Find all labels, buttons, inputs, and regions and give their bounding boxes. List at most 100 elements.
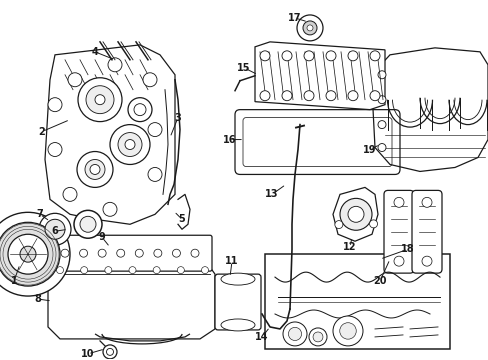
Circle shape	[68, 73, 82, 87]
Bar	[264, 254, 449, 349]
Circle shape	[154, 249, 162, 257]
Text: 14: 14	[255, 332, 268, 342]
Circle shape	[61, 249, 69, 257]
Circle shape	[95, 95, 105, 105]
Circle shape	[129, 267, 136, 274]
Circle shape	[288, 327, 301, 341]
Circle shape	[63, 188, 77, 201]
Circle shape	[103, 202, 117, 216]
Circle shape	[20, 246, 36, 262]
Circle shape	[85, 159, 105, 179]
Text: 9: 9	[99, 232, 105, 242]
FancyBboxPatch shape	[53, 235, 212, 271]
Circle shape	[377, 121, 385, 129]
Text: 15: 15	[237, 63, 250, 73]
Circle shape	[306, 25, 312, 31]
Text: 4: 4	[91, 47, 98, 57]
Circle shape	[8, 234, 48, 274]
Text: 10: 10	[81, 349, 95, 359]
Circle shape	[201, 267, 208, 274]
Circle shape	[283, 322, 306, 346]
Text: 2: 2	[39, 127, 45, 136]
Text: 13: 13	[264, 189, 278, 199]
Circle shape	[74, 210, 102, 238]
Circle shape	[142, 73, 157, 87]
Polygon shape	[371, 48, 487, 171]
Circle shape	[377, 144, 385, 152]
Circle shape	[0, 212, 70, 296]
Circle shape	[282, 91, 291, 101]
FancyBboxPatch shape	[411, 190, 441, 273]
Circle shape	[296, 15, 323, 41]
Circle shape	[78, 78, 122, 122]
Circle shape	[282, 51, 291, 61]
Circle shape	[377, 96, 385, 104]
Text: 11: 11	[225, 256, 238, 266]
Polygon shape	[254, 42, 384, 110]
Circle shape	[148, 123, 162, 136]
Circle shape	[39, 213, 71, 245]
Circle shape	[303, 21, 316, 35]
Circle shape	[339, 323, 356, 339]
Circle shape	[325, 51, 335, 61]
Circle shape	[347, 206, 363, 222]
FancyBboxPatch shape	[215, 274, 261, 330]
Circle shape	[0, 222, 60, 286]
Circle shape	[86, 86, 114, 114]
Circle shape	[393, 197, 403, 207]
Circle shape	[135, 249, 143, 257]
Circle shape	[90, 165, 100, 175]
Circle shape	[45, 219, 65, 239]
Text: 8: 8	[35, 294, 41, 304]
Circle shape	[104, 267, 112, 274]
Text: 3: 3	[174, 113, 181, 123]
Text: 19: 19	[363, 144, 376, 154]
Text: 5: 5	[178, 214, 185, 224]
Circle shape	[48, 98, 62, 112]
Circle shape	[312, 332, 322, 342]
Circle shape	[421, 256, 431, 266]
Polygon shape	[48, 267, 215, 339]
Text: 6: 6	[52, 226, 58, 236]
Circle shape	[118, 132, 142, 157]
Circle shape	[308, 328, 326, 346]
Circle shape	[369, 220, 377, 228]
Circle shape	[98, 249, 106, 257]
Circle shape	[334, 221, 342, 229]
Text: 17: 17	[287, 13, 301, 23]
Circle shape	[148, 167, 162, 181]
Text: 7: 7	[37, 209, 43, 219]
Circle shape	[369, 91, 379, 101]
Circle shape	[80, 216, 96, 232]
Circle shape	[347, 51, 357, 61]
Circle shape	[77, 152, 113, 188]
Text: 12: 12	[343, 242, 356, 252]
Text: 18: 18	[400, 244, 414, 254]
Circle shape	[304, 51, 313, 61]
Circle shape	[153, 267, 160, 274]
Circle shape	[134, 104, 146, 116]
Polygon shape	[332, 188, 377, 241]
Circle shape	[325, 91, 335, 101]
Circle shape	[260, 51, 269, 61]
Circle shape	[48, 143, 62, 157]
Circle shape	[103, 345, 117, 359]
Text: 16: 16	[223, 135, 236, 145]
Circle shape	[81, 267, 87, 274]
Circle shape	[108, 58, 122, 72]
Ellipse shape	[221, 273, 254, 285]
Circle shape	[177, 267, 184, 274]
Circle shape	[117, 249, 124, 257]
Circle shape	[172, 249, 180, 257]
Circle shape	[332, 316, 362, 346]
Circle shape	[421, 197, 431, 207]
Circle shape	[260, 91, 269, 101]
Text: 20: 20	[372, 276, 386, 286]
Circle shape	[347, 91, 357, 101]
Circle shape	[106, 348, 113, 355]
Circle shape	[304, 91, 313, 101]
Circle shape	[393, 256, 403, 266]
Circle shape	[80, 249, 87, 257]
Ellipse shape	[221, 319, 254, 331]
FancyBboxPatch shape	[383, 190, 413, 273]
